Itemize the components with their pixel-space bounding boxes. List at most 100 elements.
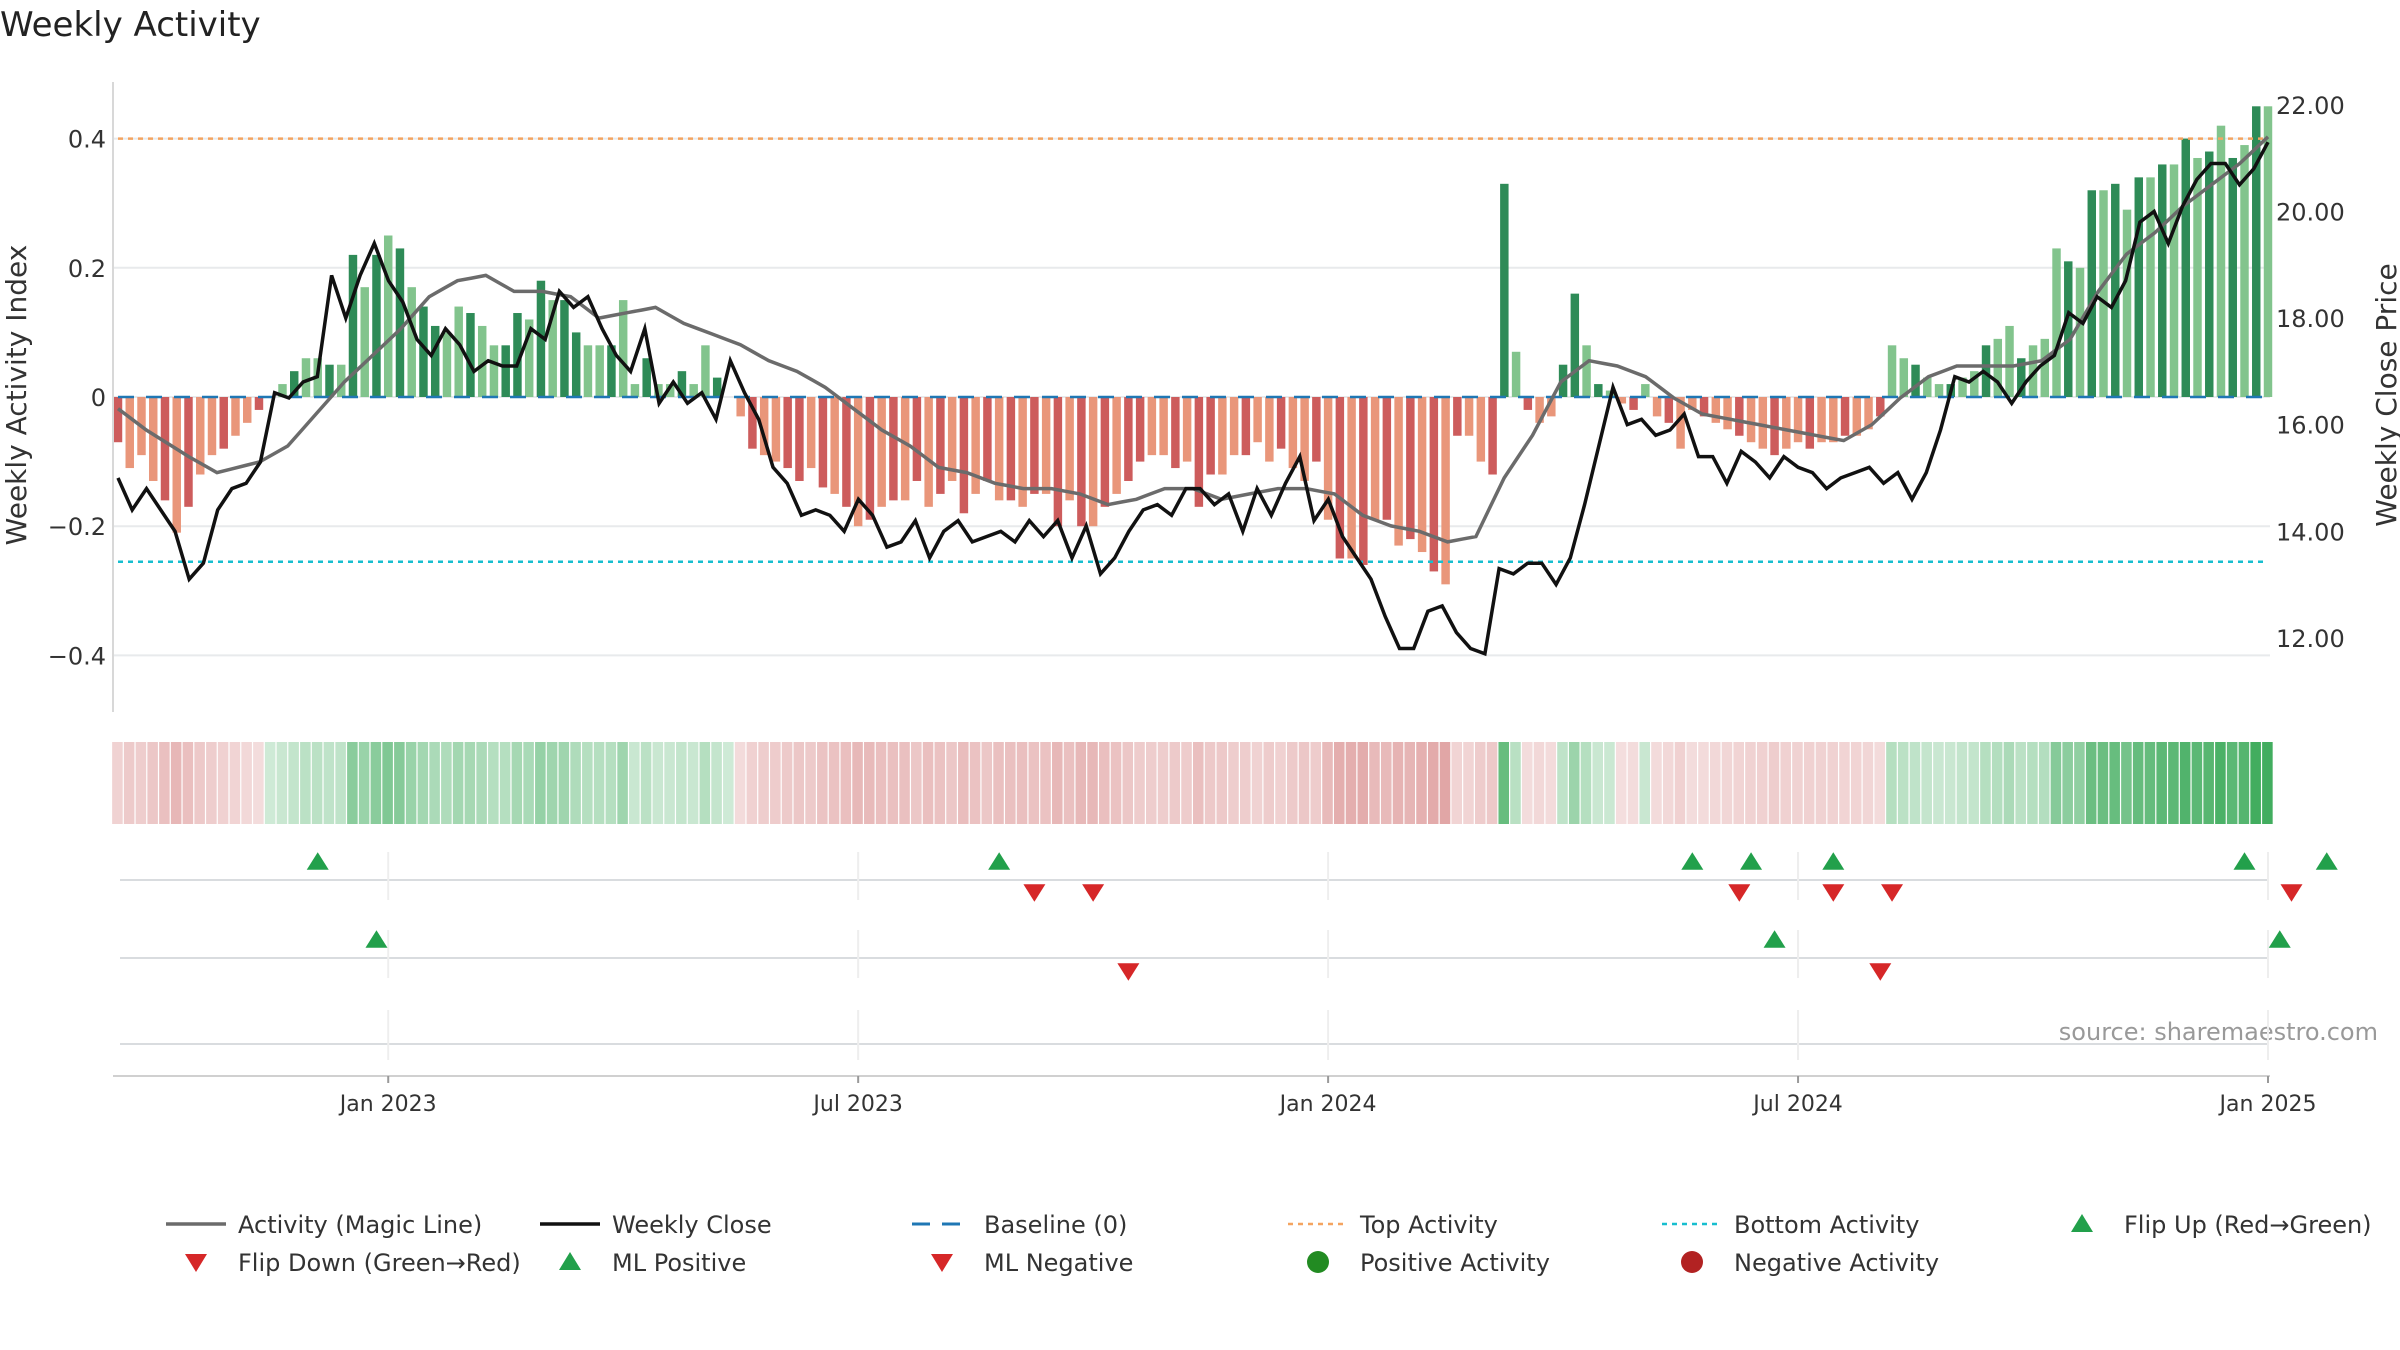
heat-strip-cell [499,742,511,824]
activity-bar [2169,164,2179,397]
heat-strip-cell [558,742,570,824]
legend-label: Baseline (0) [984,1211,1127,1239]
heat-strip-cell [1580,742,1592,824]
activity-bar [2064,261,2073,397]
legend-item: Negative Activity [1681,1249,1939,1277]
heat-strip-cell [2074,742,2085,824]
flip-down-marker [2280,884,2303,902]
activity-bar [243,397,252,423]
activity-bar [2087,190,2096,397]
heat-strip-cell [535,742,546,824]
heat-strip-cell [1968,742,1979,824]
heat-strip-cell [981,742,993,824]
legend-item: Positive Activity [1307,1249,1550,1277]
legend-label: Top Activity [1359,1211,1498,1239]
heat-strip-cell [147,742,158,824]
activity-bar [2146,177,2155,397]
activity-bar [466,313,475,397]
activity-bar [430,325,440,397]
source-credit: source: sharemaestro.com [2059,1018,2378,1046]
heat-strip-cell [770,742,781,824]
activity-bar [1030,397,1039,494]
y-tick-label: 0 [91,384,106,412]
activity-bar [1829,397,1838,443]
ml-positive-marker [1763,930,1786,948]
heat-strip-cell [276,742,288,824]
activity-bar [1065,397,1074,501]
heat-strip-cell [1028,742,1040,824]
activity-bar [513,313,522,397]
activity-bar [254,397,264,410]
activity-bar [395,248,405,397]
activity-bar [2240,145,2249,397]
heat-strip-cell [1698,742,1709,824]
heat-strip-cell [1134,742,1145,824]
activity-bar [2181,138,2190,397]
heat-strip-cell [1052,742,1063,824]
activity-bar [489,345,499,397]
heat-strip-cell [1099,742,1110,824]
legend-label: Flip Down (Green→Red) [238,1249,521,1277]
heat-strip-cell [511,742,523,824]
heat-strip-cell [2027,742,2038,824]
heat-strip-cell [1615,742,1627,824]
activity-bar [383,235,393,397]
heat-strip-cell [1498,742,1510,824]
heat-strip-cell [2226,742,2238,824]
activity-bar [1699,397,1709,417]
heat-strip-cell [1146,742,1157,824]
legend-item: Flip Up (Red→Green) [2071,1211,2372,1239]
heat-strip-cell [817,742,828,824]
heat-strip-cell [934,742,946,824]
heat-strip-cell [1298,742,1310,824]
heat-strip-cell [441,742,452,824]
activity-bar [830,397,839,494]
activity-bar [231,397,240,436]
activity-bar [1124,397,1133,481]
heat-strip-cell [1345,742,1357,824]
heat-strip-cell [405,742,417,824]
heat-strip-cell [687,742,699,824]
activity-bar [1265,397,1274,462]
activity-bar [1194,397,1204,507]
activity-bar [818,397,828,488]
heat-strip-cell [1510,742,1521,824]
heat-strip-cell [1909,742,1921,824]
heat-strip-cell [253,742,264,824]
weekly-close-line [116,141,2270,657]
heat-strip-cell [1157,742,1169,824]
activity-bar [1429,397,1439,572]
activity-bar [642,358,651,397]
activity-bar [125,397,134,469]
heat-strip-cell [452,742,464,824]
flip-up-marker [1822,852,1845,870]
activity-bar [1182,397,1192,462]
activity-bar [1006,397,1016,501]
activity-bar [842,397,851,507]
heat-strip-cell [323,742,335,824]
heat-strip-cell [2203,742,2214,824]
activity-bar [1464,397,1474,436]
activity-bar [1088,397,1098,527]
activity-bar [630,384,640,397]
heat-strip-cell [1251,742,1263,824]
heat-strip-cell [1416,742,1427,824]
heat-strip-cell [1404,742,1416,824]
heat-strip-cell [2050,742,2062,824]
axes: 0.4 0.2 0 −0.2 −0.4 22.00 20.00 18.00 16.00 14.00… [48,82,2345,712]
activity-bar [1241,397,1251,456]
activity-bar [1652,397,1662,417]
activity-bar [1077,397,1086,527]
heat-strip-cell [1005,742,1016,824]
heat-strip-cell [1991,742,2003,824]
legend-item: Baseline (0) [912,1211,1127,1239]
activity-bar [2052,248,2061,397]
activity-bar [936,397,945,494]
activity-bar [924,397,933,507]
heat-strip-cell [2179,742,2191,824]
heat-strip-cell [2156,742,2167,824]
activity-bar [501,345,510,397]
activity-bar [207,397,217,456]
heat-strip-cell [358,742,370,824]
